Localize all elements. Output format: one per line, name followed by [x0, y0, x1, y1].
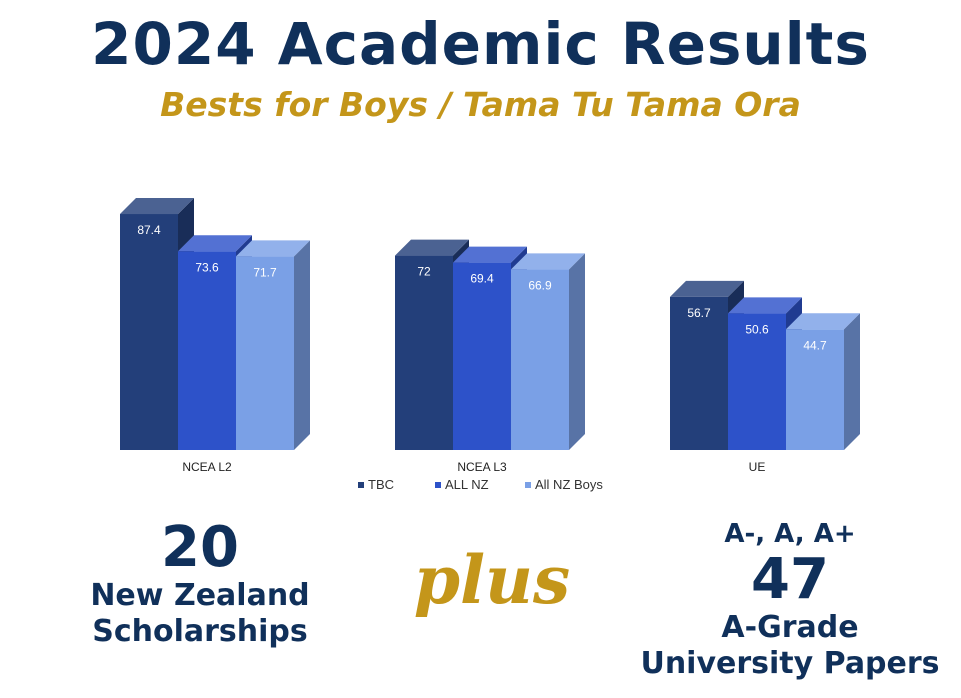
- bar-top: [395, 239, 469, 256]
- bar-ncea-l2-all-nz-boys: [236, 240, 310, 450]
- bar-front: [786, 329, 844, 450]
- legend-swatch: [525, 482, 531, 488]
- category-label: UE: [749, 460, 766, 474]
- papers-count: 47: [751, 547, 829, 612]
- bar-front: [178, 251, 236, 450]
- bar-front: [120, 214, 178, 450]
- plus-word: plus: [413, 541, 571, 619]
- bar-top: [178, 235, 252, 252]
- bar-top: [511, 253, 585, 270]
- page-title: 2024 Academic Results: [91, 10, 870, 78]
- bar-top: [236, 240, 310, 257]
- legend-swatch: [435, 482, 441, 488]
- data-label: 69.4: [470, 272, 494, 286]
- bar-top: [728, 297, 802, 314]
- category-label: NCEA L3: [457, 460, 507, 474]
- bar-top: [786, 313, 860, 330]
- legend-label: ALL NZ: [445, 477, 489, 492]
- data-label: 72: [417, 265, 431, 279]
- legend-item-tbc: TBC: [358, 477, 394, 492]
- bar-ue-all-nz-boys: [786, 313, 860, 450]
- legend-swatch: [358, 482, 364, 488]
- bar-ncea-l3-all-nz-boys: [511, 253, 585, 450]
- bar-top: [120, 198, 194, 215]
- scholarships-stat: 20 New Zealand Scholarships: [60, 518, 340, 650]
- bar-front: [670, 296, 728, 450]
- bar-front: [453, 262, 511, 450]
- legend-label: All NZ Boys: [535, 477, 603, 492]
- bar-side: [569, 253, 585, 450]
- bar-top: [670, 280, 744, 297]
- scholarships-line2: Scholarships: [92, 614, 308, 649]
- bar-side: [294, 240, 310, 450]
- data-label: 50.6: [745, 322, 769, 336]
- data-label: 44.7: [803, 338, 827, 352]
- bar-top: [453, 246, 527, 263]
- results-bar-chart: 87.4 73.6 71.7 NCEA L2 72 69.4 66.9 NCEA L3 56.7…: [120, 198, 860, 492]
- papers-line1: A-Grade: [721, 610, 859, 645]
- papers-line2: University Papers: [640, 646, 940, 681]
- bar-side: [844, 313, 860, 450]
- grade-list: A-, A, A+: [724, 519, 856, 549]
- bar-front: [395, 255, 453, 450]
- bar-front: [728, 313, 786, 450]
- bar-front: [236, 256, 294, 450]
- data-label: 73.6: [195, 260, 219, 274]
- page-subtitle: Bests for Boys / Tama Tu Tama Ora: [160, 85, 801, 124]
- papers-stat: A-, A, A+ 47 A-Grade University Papers: [640, 518, 940, 682]
- data-label: 56.7: [687, 306, 711, 320]
- data-label: 87.4: [137, 223, 161, 237]
- bar-front: [511, 269, 569, 450]
- scholarships-count: 20: [161, 515, 239, 580]
- legend-label: TBC: [368, 477, 394, 492]
- data-label: 71.7: [253, 265, 277, 279]
- legend-item-all-nz-boys: All NZ Boys: [525, 477, 603, 492]
- scholarships-line1: New Zealand: [90, 578, 310, 613]
- data-label: 66.9: [528, 278, 552, 292]
- category-label: NCEA L2: [182, 460, 232, 474]
- legend-item-all-nz: ALL NZ: [435, 477, 489, 492]
